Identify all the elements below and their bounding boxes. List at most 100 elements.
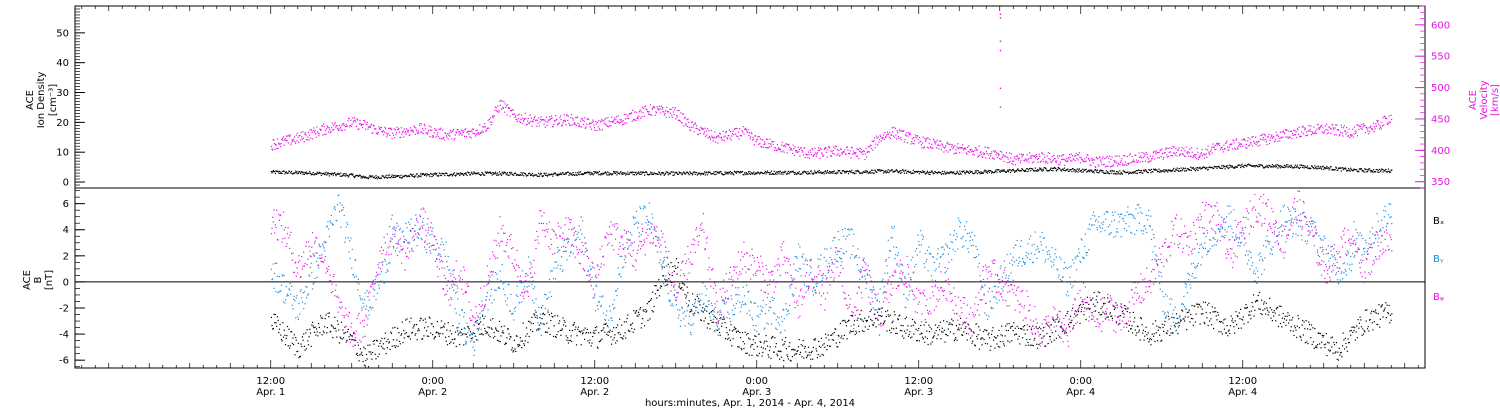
- velocity-point: [775, 149, 777, 151]
- density-point: [1269, 165, 1271, 167]
- velocity-point: [1312, 133, 1314, 135]
- bx-point: [289, 347, 291, 349]
- velocity-point: [516, 120, 518, 123]
- density-point: [632, 174, 634, 176]
- bx-point: [1007, 329, 1009, 332]
- velocity-point: [757, 136, 759, 138]
- bx-point: [944, 341, 946, 343]
- bx-point: [550, 319, 552, 322]
- velocity-point: [386, 136, 388, 138]
- density-point: [870, 172, 872, 174]
- bx-point: [852, 330, 854, 332]
- density-point: [715, 173, 717, 175]
- bx-point: [274, 322, 276, 324]
- velocity-point: [1208, 151, 1210, 153]
- density-point: [947, 172, 949, 174]
- velocity-point: [765, 147, 767, 149]
- velocity-point: [421, 132, 423, 134]
- x-tick-time-label: 12:00: [256, 376, 285, 387]
- velocity-point: [1290, 130, 1292, 133]
- density-point: [642, 171, 644, 173]
- density-point: [441, 172, 443, 174]
- density-point: [507, 174, 509, 176]
- bx-point: [555, 336, 557, 338]
- velocity-point: [1140, 155, 1142, 157]
- density-point: [1085, 168, 1087, 170]
- velocity-point: [1164, 152, 1166, 154]
- bx-point: [436, 321, 438, 323]
- density-point: [695, 171, 697, 174]
- velocity-point: [472, 132, 474, 134]
- density-point: [370, 175, 372, 177]
- density-point: [674, 172, 676, 174]
- velocity-point: [324, 129, 326, 132]
- bx-point: [674, 265, 676, 267]
- density-point: [1064, 170, 1066, 172]
- density-point: [737, 171, 739, 173]
- density-point: [731, 172, 733, 174]
- density-point: [428, 174, 430, 176]
- velocity-point: [907, 135, 909, 137]
- bx-point: [723, 316, 725, 318]
- bx-point: [374, 339, 376, 342]
- bx-point: [678, 285, 680, 287]
- density-point: [739, 171, 742, 173]
- velocity-point: [1250, 142, 1252, 144]
- bx-point: [297, 342, 299, 344]
- velocity-point: [872, 149, 874, 151]
- velocity-point: [1209, 151, 1212, 153]
- bottom-ytick-label: -6: [59, 356, 69, 367]
- velocity-point: [938, 148, 940, 150]
- velocity-point: [1281, 136, 1283, 139]
- velocity-point: [1211, 152, 1213, 154]
- velocity-point: [468, 130, 470, 132]
- density-point: [1105, 172, 1107, 174]
- velocity-point: [1177, 149, 1179, 151]
- velocity-point: [1101, 164, 1103, 166]
- bx-point: [716, 329, 719, 331]
- velocity-point: [568, 122, 570, 124]
- density-point: [669, 173, 671, 175]
- density-point: [985, 171, 987, 174]
- density-point: [622, 173, 624, 175]
- density-point: [464, 173, 466, 175]
- velocity-point: [778, 147, 780, 149]
- velocity-point: [820, 148, 822, 150]
- density-point: [1094, 169, 1096, 171]
- velocity-point: [1234, 148, 1237, 151]
- density-point: [1234, 167, 1236, 169]
- bx-point: [388, 341, 391, 343]
- velocity-point: [695, 127, 697, 129]
- velocity-point: [940, 149, 942, 151]
- velocity-point: [1004, 155, 1006, 157]
- velocity-point: [824, 147, 826, 150]
- velocity-point: [388, 128, 390, 130]
- velocity-point: [978, 145, 980, 147]
- velocity-point: [710, 129, 712, 131]
- velocity-point: [575, 117, 577, 119]
- velocity-point: [503, 101, 505, 103]
- bx-point: [291, 331, 293, 333]
- density-point: [347, 174, 349, 176]
- density-point: [475, 172, 477, 174]
- velocity-point: [1248, 144, 1250, 146]
- bx-point: [478, 323, 480, 325]
- density-point: [972, 172, 974, 174]
- bx-point: [955, 325, 958, 327]
- density-point: [965, 171, 967, 173]
- velocity-point: [1236, 138, 1238, 140]
- velocity-point: [869, 146, 871, 148]
- density-point: [527, 174, 529, 176]
- velocity-point: [956, 152, 958, 154]
- bx-point: [362, 360, 364, 363]
- bx-point: [618, 331, 620, 334]
- density-point: [515, 174, 517, 176]
- bx-point: [775, 343, 777, 345]
- velocity-point: [1007, 158, 1009, 160]
- velocity-point: [943, 151, 945, 153]
- density-point: [927, 172, 929, 174]
- velocity-point: [1147, 161, 1149, 163]
- velocity-point: [563, 120, 565, 122]
- velocity-point: [1386, 118, 1388, 120]
- density-point: [1278, 166, 1280, 168]
